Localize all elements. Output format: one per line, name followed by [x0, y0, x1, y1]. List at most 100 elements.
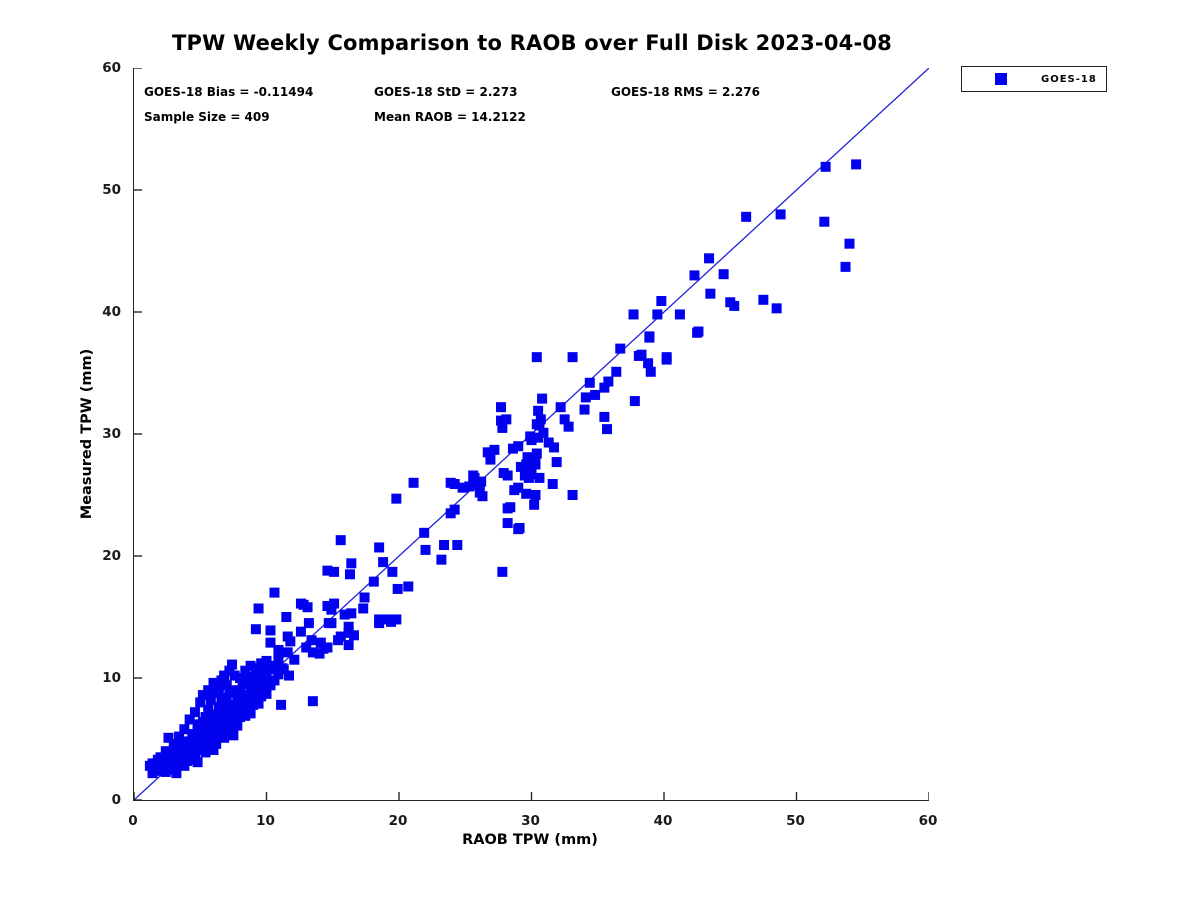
scatter-point	[689, 270, 700, 281]
scatter-point	[179, 749, 190, 760]
scatter-point	[205, 694, 216, 705]
y-tick-label: 30	[102, 426, 121, 442]
scatter-point	[179, 724, 190, 735]
scatter-point	[439, 540, 450, 551]
scatter-point	[273, 669, 284, 680]
stat-sample-size: Sample Size = 409	[144, 110, 270, 124]
x-axis-label: RAOB TPW (mm)	[462, 832, 598, 848]
scatter-point	[203, 726, 214, 737]
scatter-point	[203, 704, 214, 715]
scatter-point	[521, 488, 532, 499]
scatter-point	[507, 443, 518, 454]
scatter-point	[273, 653, 284, 664]
scatter-point	[203, 741, 214, 752]
scatter-point	[213, 702, 224, 713]
x-tick-label: 40	[653, 813, 673, 829]
scatter-point	[250, 624, 261, 635]
scatter-point	[538, 427, 549, 438]
scatter-point	[211, 723, 222, 734]
scatter-point	[265, 625, 276, 636]
scatter-point	[501, 414, 512, 425]
scatter-point	[436, 554, 447, 565]
scatter-point	[513, 441, 524, 452]
scatter-point	[248, 671, 259, 682]
scatter-point	[285, 636, 296, 647]
scatter-point	[580, 392, 591, 403]
scatter-point	[661, 352, 672, 363]
scatter-point	[656, 296, 667, 307]
scatter-point	[160, 746, 171, 757]
stat-std: GOES-18 StD = 2.273	[374, 85, 518, 99]
legend-box: GOES-18	[961, 66, 1107, 92]
scatter-point	[261, 674, 272, 685]
chart-title: TPW Weekly Comparison to RAOB over Full …	[171, 31, 892, 55]
scatter-point	[329, 598, 340, 609]
scatter-point	[326, 604, 337, 615]
scatter-point	[248, 687, 259, 698]
scatter-point	[391, 493, 402, 504]
scatter-point	[245, 660, 256, 671]
scatter-point	[256, 658, 267, 669]
scatter-point	[197, 690, 208, 701]
scatter-point	[281, 612, 292, 622]
scatter-point	[819, 216, 830, 227]
scatter-point	[844, 238, 855, 249]
scatter-point	[306, 635, 317, 646]
scatter-point	[530, 455, 541, 466]
y-tick-label: 0	[111, 792, 121, 808]
scatter-point	[472, 477, 483, 488]
scatter-point	[240, 710, 251, 721]
x-tick-label: 60	[918, 813, 938, 829]
scatter-point	[464, 481, 475, 492]
scatter-point	[329, 566, 340, 577]
scatter-point	[599, 382, 610, 393]
scatter-point	[555, 402, 566, 413]
scatter-point	[224, 687, 235, 698]
scatter-point	[628, 309, 639, 320]
scatter-point	[525, 464, 536, 475]
scatter-point	[237, 679, 248, 690]
scatter-point	[265, 637, 276, 648]
scatter-point	[346, 608, 357, 619]
scatter-point	[359, 592, 370, 603]
scatter-point	[445, 477, 456, 488]
scatter-point	[269, 675, 280, 686]
scatter-point	[211, 709, 222, 720]
scatter-point	[531, 352, 542, 363]
plot-area	[133, 68, 929, 801]
scatter-point	[579, 404, 590, 415]
scatter-point	[392, 583, 403, 594]
scatter-point	[284, 670, 295, 681]
scatter-point	[195, 738, 206, 749]
scatter-point	[502, 503, 513, 514]
scatter-point	[452, 540, 463, 551]
scatter-point	[302, 602, 313, 613]
scatter-point	[335, 535, 346, 546]
scatter-point	[603, 376, 614, 387]
legend-marker-square-icon	[995, 73, 1007, 85]
scatter-point	[482, 447, 493, 458]
stat-mean-raob: Mean RAOB = 14.2122	[374, 110, 526, 124]
scatter-point	[221, 724, 232, 735]
scatter-point	[192, 757, 203, 768]
scatter-point	[229, 670, 240, 681]
stat-rms: GOES-18 RMS = 2.276	[611, 85, 760, 99]
scatter-point	[269, 660, 280, 671]
scatter-point	[282, 647, 293, 658]
y-tick-label: 40	[102, 304, 121, 320]
scatter-point	[522, 452, 533, 463]
scatter-point	[729, 300, 740, 311]
scatter-point	[235, 673, 245, 683]
scatter-point	[457, 482, 468, 493]
scatter-point	[533, 432, 544, 443]
scatter-point	[485, 454, 496, 465]
scatter-point	[248, 699, 259, 710]
scatter-point	[551, 457, 562, 468]
scatter-point	[189, 734, 200, 744]
scatter-point	[235, 686, 245, 697]
scatter-point	[232, 720, 243, 731]
scatter-point	[301, 642, 312, 653]
scatter-point	[543, 437, 554, 448]
scatter-point	[420, 544, 431, 555]
scatter-point	[374, 618, 385, 629]
